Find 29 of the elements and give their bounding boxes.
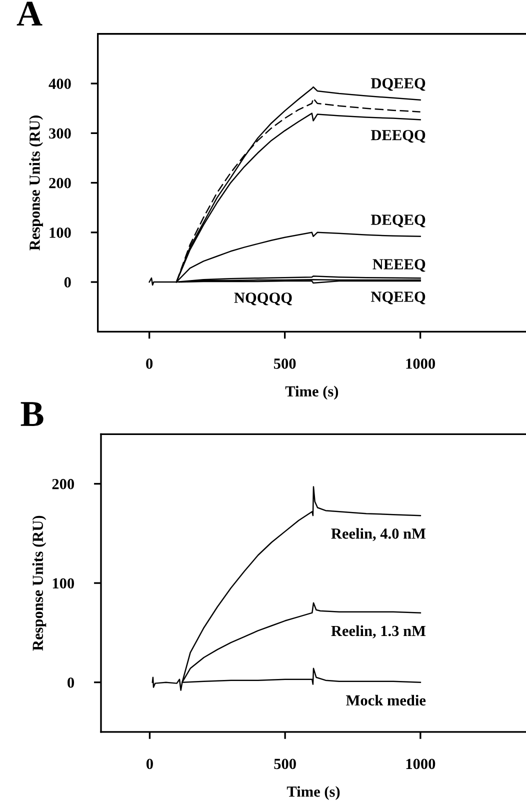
chart-title: A [16, 2, 42, 26]
y-axis-title: Response Units (RU) [29, 116, 43, 250]
y-tick-label: 200 [49, 178, 71, 188]
series-label: Mock medie [346, 694, 426, 706]
series-label: NQEEQ [370, 292, 426, 304]
y-tick-label: 0 [68, 677, 74, 688]
x-tick-label: 1000 [406, 358, 436, 369]
y-tick-label: 400 [48, 78, 71, 89]
x-axis-title: Time (s) [286, 786, 340, 800]
chart-title: B [20, 402, 44, 426]
y-tick-label: 100 [52, 578, 74, 589]
y-tick-label: 200 [52, 478, 74, 490]
y-tick-label: 0 [64, 277, 71, 288]
x-axis-title: Time (s) [285, 386, 338, 400]
y-tick-label: 100 [50, 228, 71, 238]
series-label: DEEQQ [370, 130, 426, 143]
y-tick-label: 300 [49, 128, 71, 139]
x-tick-label: 0 [146, 358, 153, 369]
series-label: DEQEQ [370, 214, 426, 228]
series-label: DQEEQ [370, 78, 426, 91]
x-tick-label: 1000 [406, 758, 436, 770]
x-tick-label: 500 [274, 758, 296, 770]
series-label: Reelin, 4.0 nM [331, 528, 426, 542]
x-tick-label: 500 [274, 358, 296, 369]
series-label: NEEEQ [372, 259, 426, 272]
series-label: NQQQQ [234, 292, 292, 306]
series-label: Reelin, 1.3 nM [331, 625, 426, 638]
x-tick-label: 0 [146, 758, 153, 770]
y-axis-title: Response Units (RU) [32, 516, 46, 651]
